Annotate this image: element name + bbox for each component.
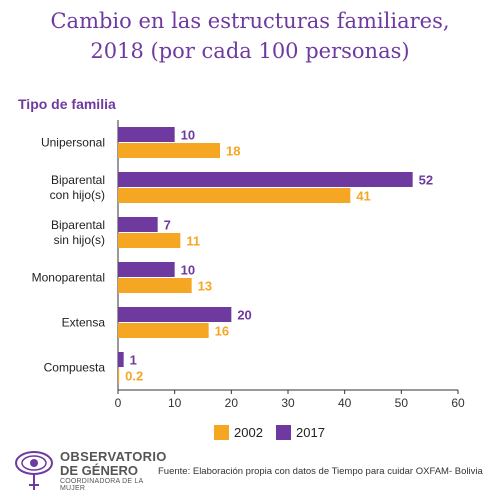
bar-2017 (118, 127, 175, 142)
data-label-2017: 1 (130, 353, 137, 368)
bar-2017 (118, 217, 158, 232)
legend-swatch-2017 (276, 425, 291, 440)
category-label: Monoparental (32, 271, 105, 285)
bar-2002 (118, 368, 120, 383)
x-tick-label: 30 (281, 396, 295, 410)
chart-title: Cambio en las estructuras familiares, 20… (0, 6, 500, 66)
data-label-2017: 10 (181, 128, 195, 143)
logo-text-line2: DE GÉNERO (60, 463, 139, 478)
x-tick-label: 10 (168, 396, 182, 410)
eye-venus-icon (15, 451, 53, 490)
legend-label-2002: 2002 (234, 425, 263, 440)
data-label-2017: 52 (419, 173, 433, 188)
bar-2002 (118, 233, 181, 248)
bar-2002 (118, 143, 220, 158)
data-label-2002: 18 (226, 144, 240, 159)
x-tick-label: 40 (338, 396, 352, 410)
category-label: Compuesta (44, 361, 106, 375)
logo-text-line3: COORDINADORA DE LA MUJER (60, 478, 143, 492)
bar-2017 (118, 307, 232, 322)
chart-title-line2: 2018 (por cada 100 personas) (90, 39, 410, 63)
bar-2017 (118, 262, 175, 277)
source-note: Fuente: Elaboración propia con datos de … (158, 466, 483, 477)
x-tick-label: 60 (451, 396, 465, 410)
bar-2002 (118, 278, 192, 293)
x-tick-label: 50 (395, 396, 409, 410)
bar-2002 (118, 188, 351, 203)
data-label-2017: 7 (164, 218, 171, 233)
bar-2002 (118, 323, 209, 338)
data-label-2002: 11 (186, 234, 200, 249)
data-label-2002: 13 (198, 279, 212, 294)
x-tick-label: 20 (225, 396, 239, 410)
logo-text-line1: OBSERVATORIO (60, 449, 167, 464)
bar-2017 (118, 172, 413, 187)
data-label-2017: 20 (237, 308, 251, 323)
data-label-2002: 16 (215, 324, 229, 339)
observatorio-logo: OBSERVATORIO DE GÉNERO COORDINADORA DE L… (14, 446, 167, 494)
x-tick-label: 0 (115, 396, 122, 410)
category-label: sin hijo(s) (54, 233, 105, 247)
data-label-2002: 41 (356, 189, 370, 204)
data-label-2002: 0.2 (125, 369, 143, 384)
category-label: Biparental (51, 218, 105, 232)
legend-label-2017: 2017 (296, 425, 325, 440)
bar-2017 (118, 352, 124, 367)
legend-swatch-2002 (214, 425, 229, 440)
category-label: con hijo(s) (50, 188, 105, 202)
chart-subtitle: Tipo de familia (18, 96, 116, 112)
data-label-2017: 10 (181, 263, 195, 278)
chart-title-line1: Cambio en las estructuras familiares, (50, 9, 450, 33)
category-label: Extensa (62, 316, 106, 330)
category-label: Unipersonal (41, 136, 105, 150)
category-label: Biparental (51, 173, 105, 187)
